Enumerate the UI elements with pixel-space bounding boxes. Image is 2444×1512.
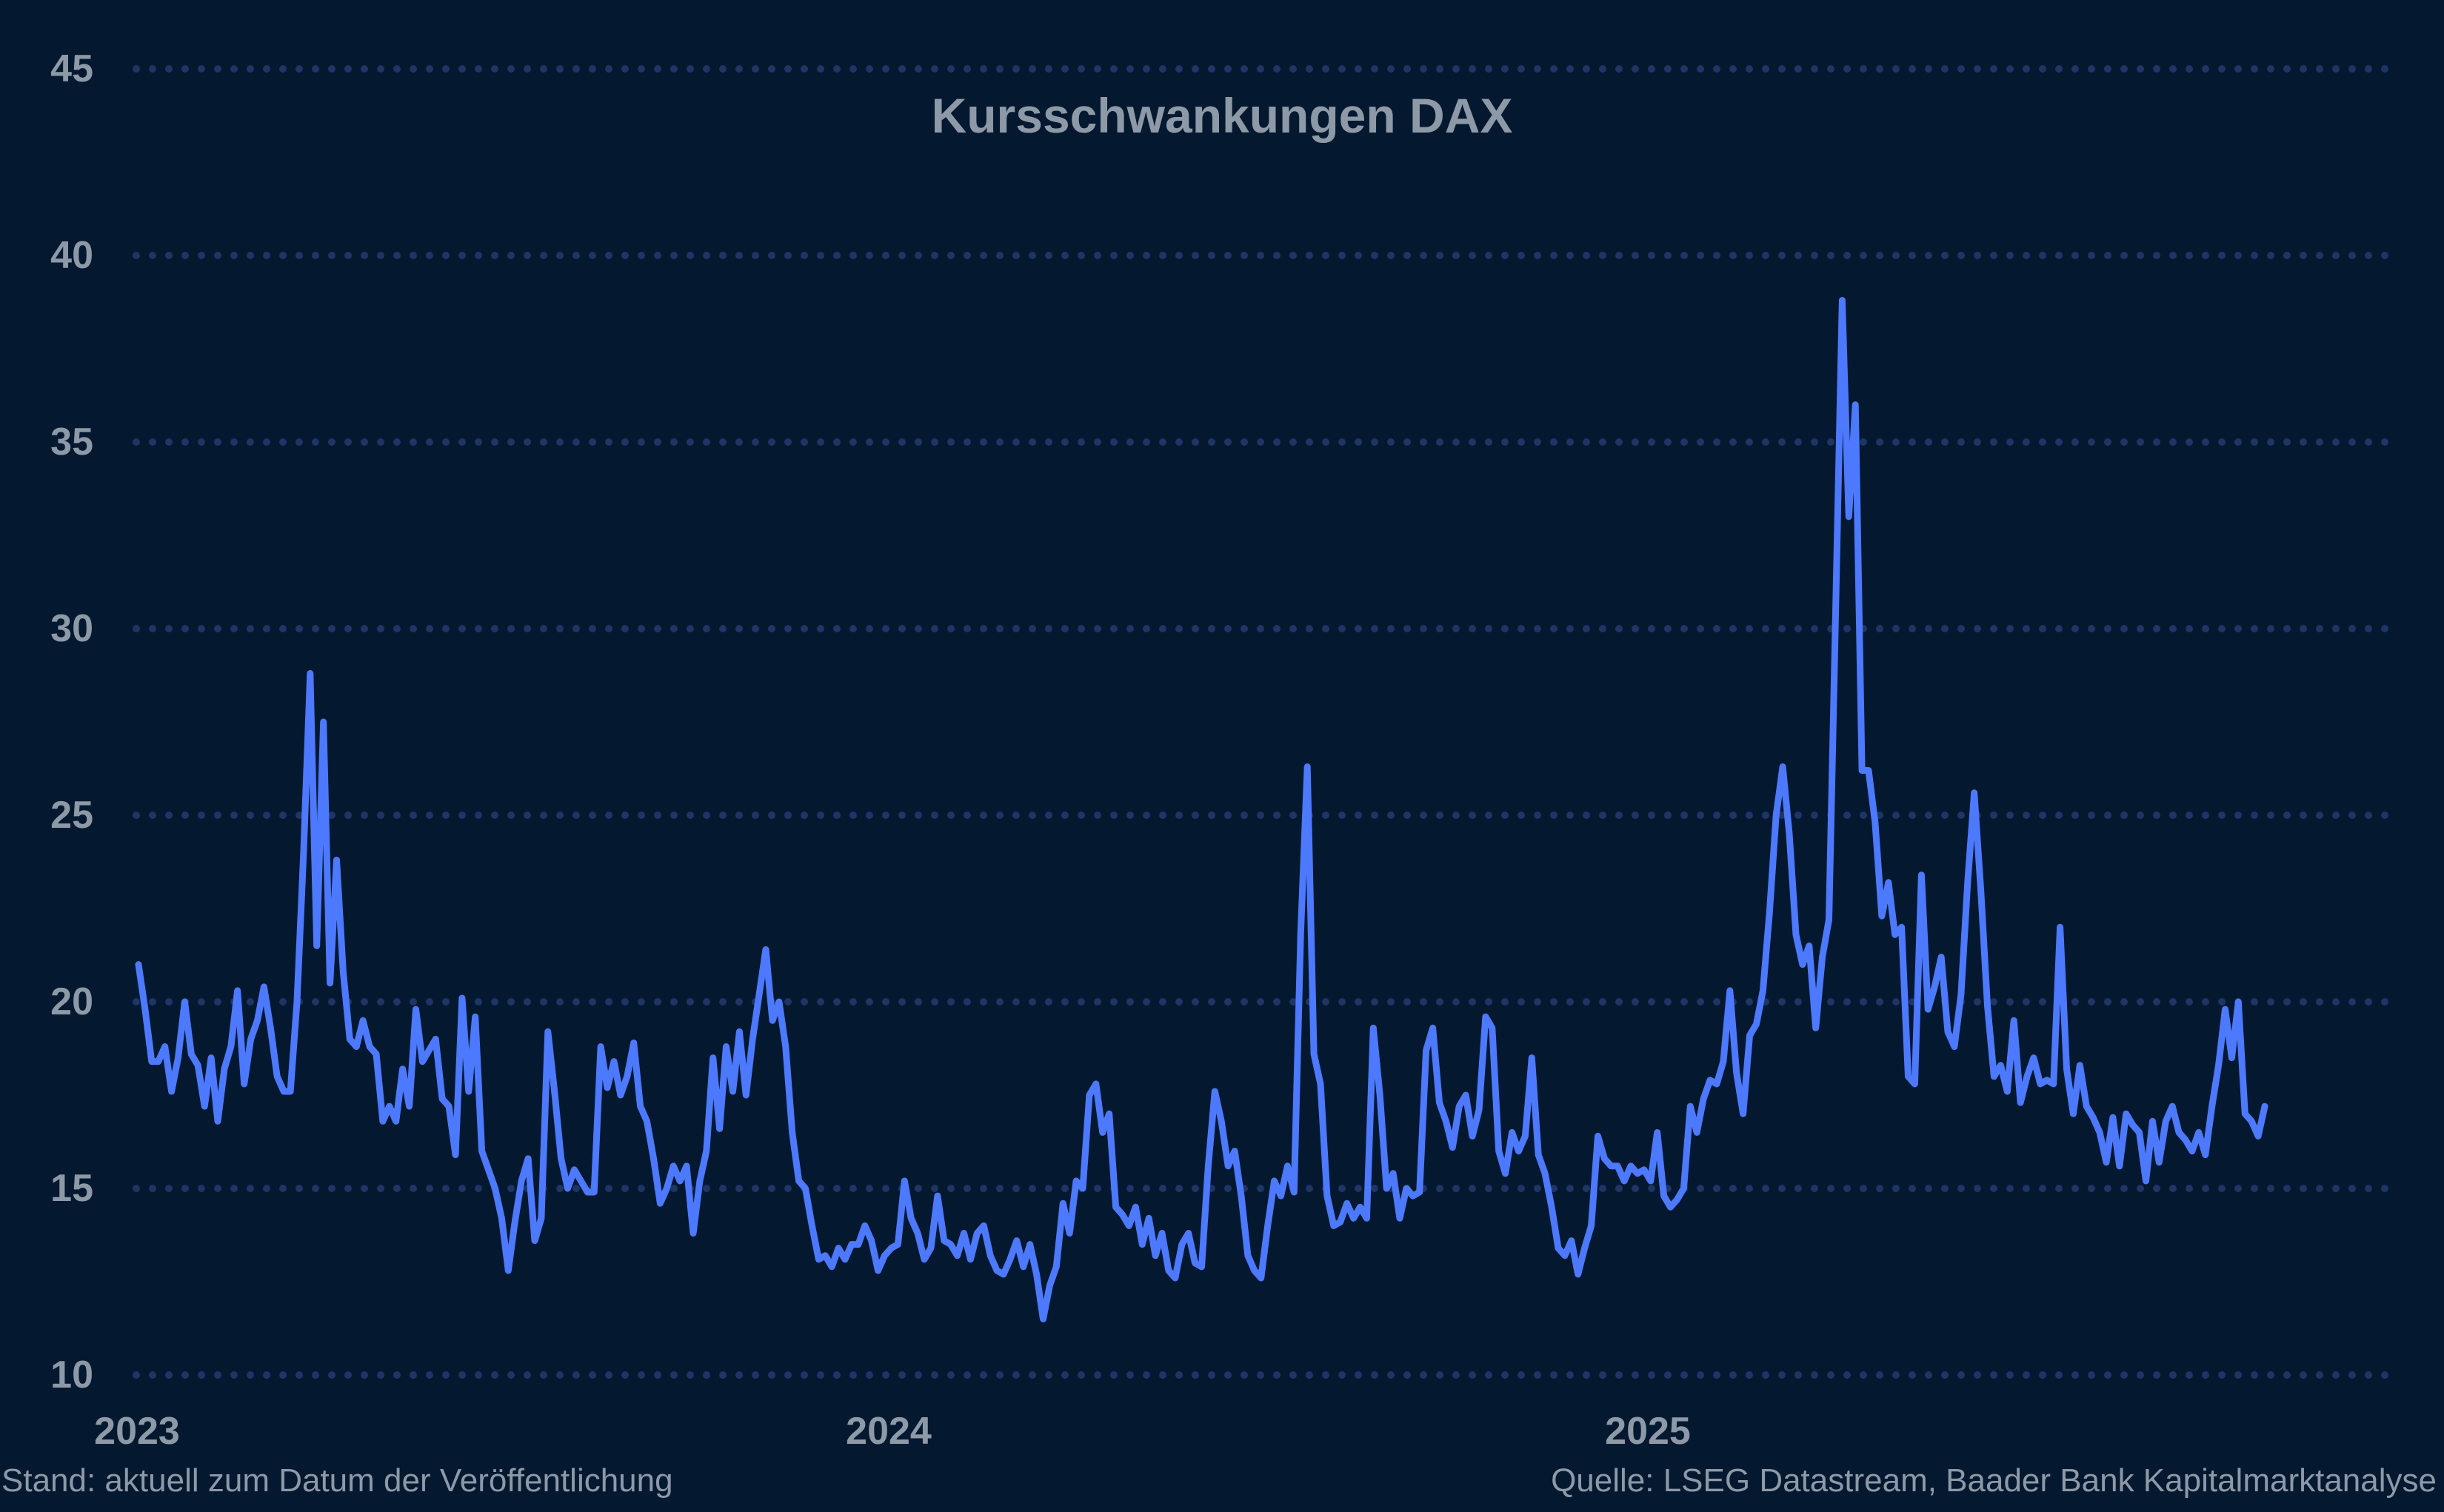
y-tick-35: 35 [50, 421, 93, 464]
y-tick-20: 20 [50, 980, 93, 1023]
y-tick-25: 25 [50, 794, 93, 837]
y-tick-30: 30 [50, 607, 93, 650]
y-tick-10: 10 [50, 1354, 93, 1396]
footer-source: Quelle: LSEG Datastream, Baader Bank Kap… [1551, 1462, 2437, 1499]
volatility-line [135, 297, 2268, 1322]
y-tick-45: 45 [50, 47, 93, 90]
x-tick-2024: 2024 [846, 1410, 932, 1453]
footer-date-note: Stand: aktuell zum Datum der Veröffentli… [1, 1462, 673, 1499]
x-tick-2023: 2023 [94, 1410, 180, 1453]
chart-title: Kursschwankungen DAX [931, 88, 1513, 143]
y-tick-40: 40 [50, 234, 93, 277]
gridlines [133, 65, 2388, 1379]
y-tick-15: 15 [50, 1167, 93, 1210]
x-tick-2025: 2025 [1605, 1410, 1691, 1453]
